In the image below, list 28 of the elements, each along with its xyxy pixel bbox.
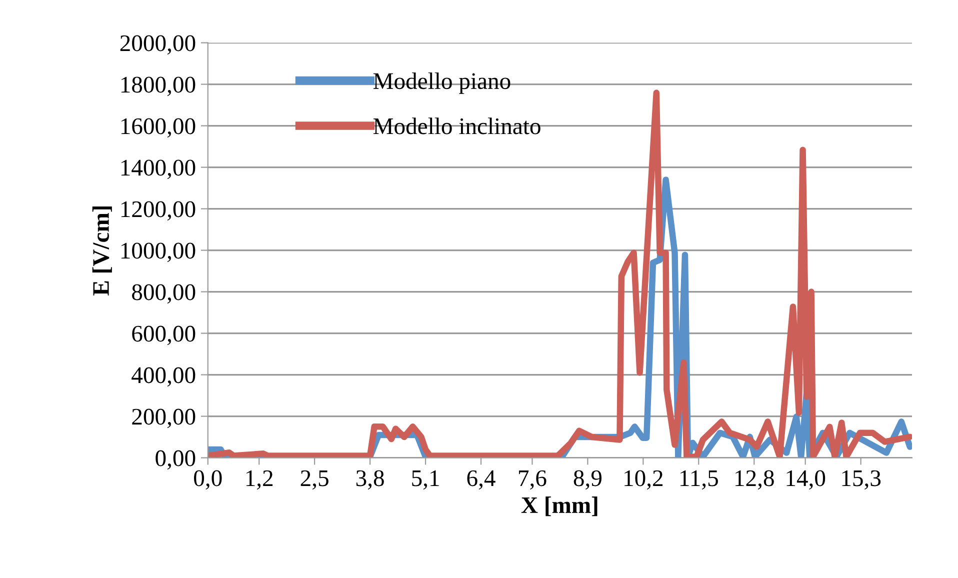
y-tick-label: 1800,00: [121, 76, 196, 96]
x-tick-label: 15,3: [842, 470, 881, 490]
y-tick-label: 1400,00: [121, 160, 196, 180]
x-tick-label: 5,1: [412, 470, 439, 490]
y-tick-label: 600,00: [132, 326, 196, 346]
x-tick-label: 1,2: [246, 470, 273, 490]
y-tick-label: 2000,00: [120, 35, 196, 55]
x-tick-label: 6,4: [467, 470, 496, 490]
y-tick-label: 1000,00: [121, 242, 196, 262]
x-tick-label: 11,5: [680, 470, 718, 490]
x-tick-label: 3,8: [356, 470, 384, 490]
legend-label: Modello piano: [373, 72, 510, 94]
x-tick-label: 8,9: [574, 470, 602, 490]
y-tick-label: 1600,00: [121, 118, 196, 138]
legend-label: Modello inclinato: [373, 118, 540, 134]
x-tick-label: 10,2: [624, 470, 663, 490]
x-tick-label: 14,0: [786, 470, 826, 490]
x-tick-label: 0,0: [194, 470, 222, 490]
y-tick-label: 1200,00: [121, 201, 196, 221]
x-tick-label: 12,8: [736, 470, 774, 490]
y-tick-label: 400,00: [132, 367, 196, 387]
y-tick-label: 0,00: [156, 450, 196, 470]
y-tick-label: 200,00: [132, 408, 196, 428]
x-axis-title: X [mm]: [521, 496, 598, 516]
x-tick-label: 2,5: [300, 470, 328, 490]
y-axis-title: E [V/cm]: [92, 206, 112, 296]
x-tick-label: 7,6: [519, 470, 546, 490]
y-tick-label: 800,00: [132, 284, 196, 304]
